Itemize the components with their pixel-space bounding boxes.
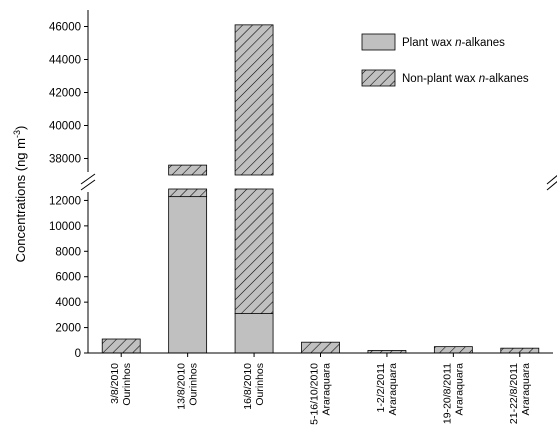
- bar-non-plant-wax-segment: [433, 346, 473, 354]
- axis-break-mark: [546, 181, 557, 191]
- bar-non-plant-wax-segment: [500, 347, 540, 354]
- y-tick-label: 46000: [49, 22, 81, 34]
- x-tick-label-site: Araraquara: [520, 363, 532, 416]
- axis-break-mark: [80, 179, 96, 191]
- bar-plant-wax-segment: [168, 196, 208, 354]
- x-tick-label-date: 16/8/2010: [242, 363, 254, 410]
- y-tick-label: 38000: [49, 154, 81, 166]
- y-tick-label: 2000: [55, 323, 81, 335]
- bar-plant-wax-segment: [234, 313, 274, 354]
- y-axis-label-superscript: -3: [12, 130, 22, 138]
- y-tick-label: 6000: [55, 272, 81, 284]
- x-tick-label-site: Ourinhos: [188, 363, 200, 406]
- x-tick-label-date: 21-22/8/2011: [508, 363, 520, 424]
- y-tick-label: 10000: [49, 221, 81, 233]
- bar-non-plant-wax-upper-segment: [168, 164, 208, 176]
- x-tick-label-date: 3/8/2010: [109, 363, 121, 404]
- legend-swatch: [361, 69, 396, 87]
- bar-non-plant-wax-segment: [168, 188, 208, 198]
- x-tick-label-date: 5-16/10/2010: [309, 363, 321, 425]
- y-tick-label: 0: [75, 348, 81, 360]
- axis-break-mark: [80, 173, 96, 185]
- axis-break-mark: [546, 175, 557, 185]
- legend-label: Non-plant wax n-alkanes: [402, 73, 529, 85]
- bar-non-plant-wax-segment: [101, 338, 141, 354]
- x-tick-label-site: Ourinhos: [121, 363, 133, 406]
- x-tick-label-date: 1-2/2/2011: [375, 363, 387, 413]
- y-tick-label: 42000: [49, 88, 81, 100]
- x-tick-label-site: Araraquara: [387, 363, 399, 416]
- bar-non-plant-wax-upper-segment: [234, 24, 274, 176]
- legend-swatch: [361, 33, 396, 51]
- y-tick-label: 8000: [55, 246, 81, 258]
- x-tick-label-site: Ourinhos: [254, 363, 266, 406]
- x-tick-label-site: Araraquara: [321, 363, 333, 416]
- bar-non-plant-wax-segment: [234, 188, 274, 314]
- x-tick-label-date: 13/8/2010: [176, 363, 188, 410]
- y-axis-label: Concentrations (ng m-3): [12, 126, 28, 263]
- x-tick-label-date: 19-20/8/2011: [441, 363, 453, 424]
- y-tick-label: 44000: [49, 55, 81, 67]
- x-tick-label-site: Araraquara: [453, 363, 465, 416]
- y-tick-label: 12000: [49, 195, 81, 207]
- y-tick-label: 40000: [49, 121, 81, 133]
- bar-non-plant-wax-segment: [301, 341, 340, 354]
- y-axis-label-close: ): [13, 126, 28, 130]
- legend-label: Plant wax n-alkanes: [402, 37, 505, 49]
- y-axis-label-main: Concentrations (ng m: [13, 138, 28, 262]
- y-tick-label: 4000: [55, 297, 81, 309]
